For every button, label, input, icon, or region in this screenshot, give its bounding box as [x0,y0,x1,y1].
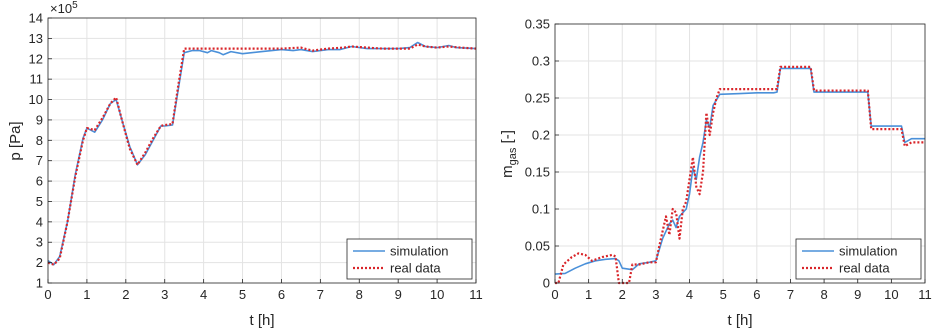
pressure-y-axis-label: p [Pa] [7,121,24,160]
pressure-y-tick-label: 12 [29,51,43,66]
gas-mass-axes-box [554,23,926,284]
gas-mass-legend-label: simulation [839,244,898,259]
pressure-axes-box [47,17,477,284]
pressure-x-tick-label: 1 [83,287,90,302]
pressure-x-tick-label: 11 [469,287,483,302]
pressure-y-tick-label: 14 [29,11,43,26]
gas-mass-x-tick-label: 11 [918,287,932,302]
pressure-x-tick-label: 3 [161,287,168,302]
pressure-series-real-data [47,43,477,266]
gas-mass-series-simulation [554,67,925,275]
pressure-y-tick-label: 11 [30,72,44,87]
gas-mass-y-tick-label: 0.25 [525,91,550,106]
gas-mass-y-tick-label: 0.1 [532,202,550,217]
gas-mass-y-tick-label: 0.15 [525,165,550,180]
pressure-x-tick-label: 8 [356,287,363,302]
pressure-y-tick-label: 4 [36,214,43,229]
gas-mass-x-tick-label: 5 [720,287,727,302]
pressure-x-axis-label: t [h] [249,312,274,329]
pressure-y-tick-label: 5 [36,194,43,209]
gas-mass-x-tick-label: 6 [753,287,760,302]
pressure-x-tick-label: 0 [44,287,51,302]
pressure-x-tick-label: 9 [395,287,402,302]
pressure-x-tick-label: 6 [278,287,285,302]
pressure-y-tick-label: 8 [36,133,43,148]
pressure-chart: ×105 p [Pa] t [h] 0 1 2 3 4 5 6 7 8 9 10 1112345678… [7,0,483,329]
pressure-y-tick-label: 10 [29,92,43,107]
gas-mass-y-axis-label: mgas [-] [499,130,519,178]
pressure-y-tick-label: 13 [29,31,43,46]
pressure-legend-label: real data [390,261,441,276]
gas-mass-legend-label: real data [839,261,890,276]
gas-mass-x-tick-label: 3 [652,287,659,302]
gas-mass-legend-box [795,238,922,280]
pressure-legend: simulation real data [346,238,473,280]
gas-mass-x-tick-label: 10 [884,287,898,302]
gas-mass-x-tick-label: 0 [551,287,558,302]
pressure-y-tick-label: 6 [36,174,43,189]
gas-mass-x-tick-label: 4 [686,287,693,302]
gas-mass-x-tick-label: 2 [619,287,626,302]
pressure-x-tick-label: 10 [430,287,444,302]
gas-mass-chart: mgas [-] t [h] 0 1 2 3 4 5 6 7 8 9 10 11 0 0.05 0.1 0.1… [499,17,932,330]
pressure-y-tick-label: 7 [36,153,43,168]
gas-mass-y-tick-label: 0.05 [525,239,550,254]
pressure-x-tick-label: 5 [239,287,246,302]
pressure-x-tick-label: 2 [122,287,129,302]
pressure-y-tick-label: 1 [36,276,43,291]
pressure-y-tick-label: 2 [36,255,43,270]
pressure-exponent-label: ×105 [50,0,78,16]
gas-mass-y-tick-label: 0.35 [525,17,550,32]
gas-mass-x-tick-label: 8 [820,287,827,302]
gas-mass-x-tick-label: 9 [854,287,861,302]
pressure-x-tick-label: 7 [317,287,324,302]
gas-mass-x-tick-label: 7 [787,287,794,302]
gas-mass-legend: simulation real data [795,238,922,280]
pressure-y-tick-label: 3 [36,235,43,250]
pressure-y-tick-label: 9 [36,112,43,127]
gas-mass-y-tick-label: 0.2 [532,128,550,143]
gas-mass-x-axis-label: t [h] [727,312,752,329]
pressure-legend-box [346,238,473,280]
pressure-x-tick-label: 4 [200,287,207,302]
pressure-legend-label: simulation [390,244,449,259]
gas-mass-y-tick-label: 0.3 [532,54,550,69]
gas-mass-y-tick-label: 0 [543,276,550,291]
gas-mass-x-tick-label: 1 [585,287,592,302]
